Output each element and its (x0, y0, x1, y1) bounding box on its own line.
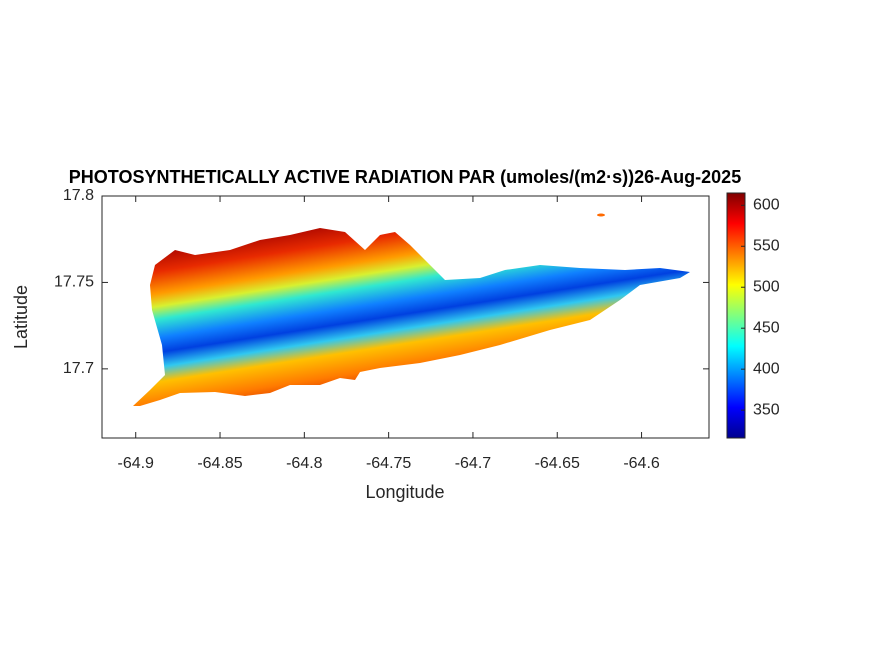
island-field (133, 228, 690, 406)
colorbar-tick-label: 550 (753, 237, 780, 254)
y-axis-label: Latitude (11, 285, 31, 349)
y-tick-label: 17.7 (63, 360, 94, 377)
x-tick-label: -64.85 (197, 455, 242, 472)
colorbar-tick-label: 500 (753, 278, 780, 295)
x-tick-label: -64.6 (623, 455, 660, 472)
colorbar-tick-label: 350 (753, 401, 780, 418)
colorbar-tick-label: 600 (753, 197, 780, 214)
axes-box (101, 195, 710, 439)
x-tick-label: -64.7 (455, 455, 492, 472)
x-tick-label: -64.65 (535, 455, 580, 472)
colorbar-tick-label: 450 (753, 319, 780, 336)
x-tick-label: -64.9 (117, 455, 154, 472)
chart-title: PHOTOSYNTHETICALLY ACTIVE RADIATION PAR … (69, 167, 741, 187)
y-tick-label: 17.8 (63, 187, 94, 204)
islet (597, 213, 605, 217)
x-axis-label: Longitude (365, 482, 444, 502)
y-tick-label: 17.75 (54, 274, 94, 291)
colorbar (726, 192, 746, 439)
x-tick-label: -64.75 (366, 455, 411, 472)
colorbar-tick-label: 400 (753, 360, 780, 377)
x-tick-label: -64.8 (286, 455, 323, 472)
